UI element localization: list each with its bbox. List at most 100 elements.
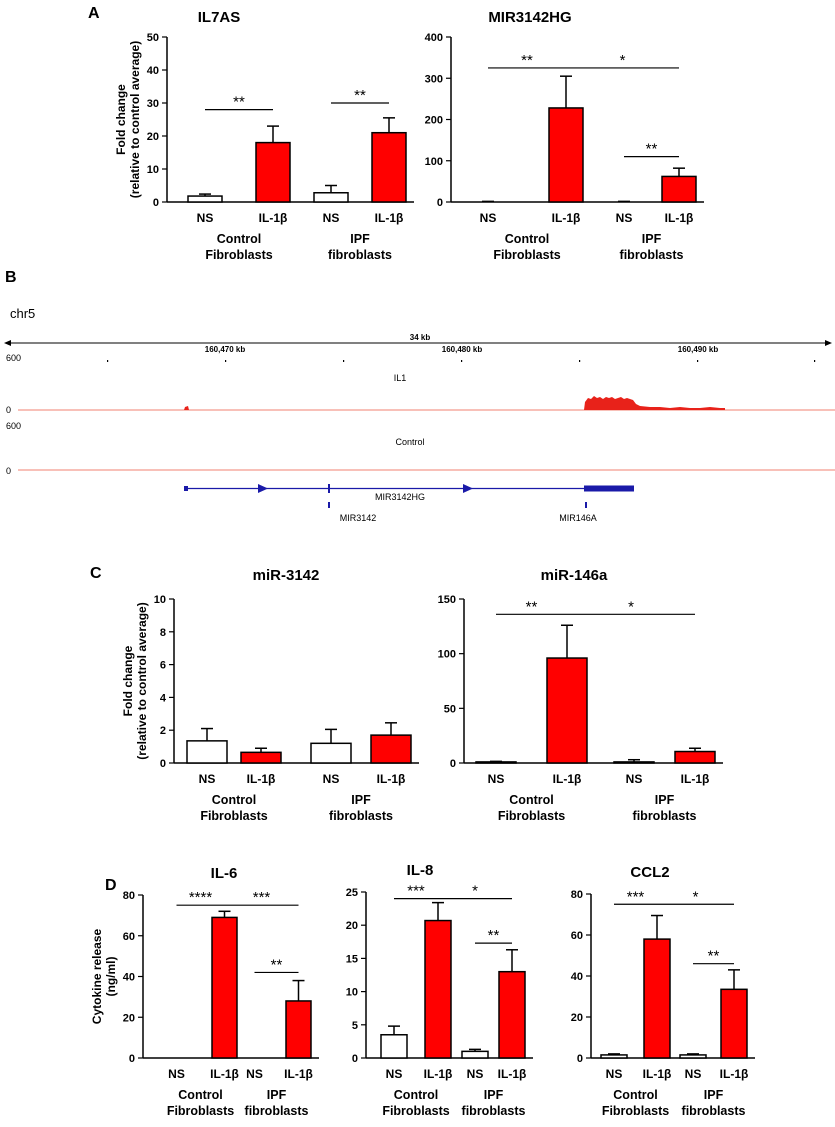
gene-model-mir146a — [585, 502, 587, 508]
x-category-label: NS — [386, 1067, 403, 1081]
bar-ns — [313, 192, 349, 203]
significance-label: *** — [407, 883, 425, 900]
group-label: Control Fibroblasts — [205, 232, 272, 262]
significance-label: ** — [526, 598, 538, 615]
y-tick-label: 40 — [571, 971, 583, 983]
chart-il8: IL-8 0 5 10 15 20 25 NS IL-1β NS IL-1β Control Fibro… — [346, 862, 533, 1118]
y-axis-label: Fold change(relative to control average) — [121, 602, 149, 759]
bar-il1b — [370, 734, 412, 764]
x-category-label: IL-1β — [720, 1067, 749, 1081]
y-tick-label: 10 — [154, 594, 166, 606]
y-tick-label: 40 — [147, 65, 159, 77]
y-tick-label: 20 — [123, 1012, 135, 1024]
y-tick-label: 40 — [123, 972, 135, 984]
y-tick-label: 0 — [160, 758, 166, 770]
x-category-label: NS — [467, 1067, 484, 1081]
chart-mir3142hg: MIR3142HG 0 100 200 300 400 NS IL-1β NS IL-1β Cont… — [425, 9, 704, 262]
bar-ns — [600, 1054, 628, 1059]
span-ruler — [4, 340, 832, 346]
chart-title: miR-146a — [541, 567, 608, 584]
y-tick-label: 100 — [438, 649, 456, 661]
group-label: IPF fibroblasts — [682, 1088, 746, 1118]
x-category-label: IL-1β — [424, 1067, 453, 1081]
bar-ns — [187, 195, 223, 203]
track-scale-max: 600 — [6, 353, 21, 363]
x-category-label: IL-1β — [375, 211, 404, 225]
bar-il1b — [424, 919, 452, 1059]
significance-label: * — [620, 52, 626, 69]
y-tick-label: 80 — [123, 890, 135, 902]
y-tick-label: 4 — [160, 692, 167, 704]
x-category-label: IL-1β — [284, 1067, 313, 1081]
chart-il7as: IL7AS 0 10 20 30 40 50 Fold change(relative to … — [114, 9, 414, 262]
chart-il6: IL-6 0 20 40 60 80 Cytokine release(ng/ml) NS IL… — [90, 865, 319, 1118]
coord-ticks — [107, 360, 816, 362]
x-category-label: NS — [616, 211, 633, 225]
x-category-label: NS — [488, 772, 505, 786]
x-category-label: NS — [168, 1067, 185, 1081]
y-axis-label: Cytokine release(ng/ml) — [90, 928, 118, 1024]
group-label: IPF fibroblasts — [329, 793, 393, 823]
group-label: IPF fibroblasts — [620, 232, 684, 262]
significance-label: ** — [488, 927, 500, 944]
x-category-label: NS — [199, 772, 216, 786]
x-category-label: NS — [323, 772, 340, 786]
bar-il1b — [240, 751, 282, 764]
y-tick-label: 25 — [346, 887, 358, 899]
significance-label: *** — [627, 888, 645, 905]
chart-mir146a: miR-146a 0 50 100 150 NS IL-1β NS IL-1β Control Fi… — [438, 567, 723, 823]
span-label: 34 kb — [410, 333, 431, 342]
y-tick-label: 50 — [147, 32, 159, 44]
chrom-label: chr5 — [10, 306, 35, 321]
significance-label: * — [693, 888, 699, 905]
y-axis-label: Fold change(relative to control average) — [114, 41, 142, 198]
chart-title: IL-6 — [211, 865, 238, 882]
x-category-label: IL-1β — [377, 772, 406, 786]
bar-il1b — [661, 175, 697, 203]
group-label: IPF fibroblasts — [462, 1088, 526, 1118]
x-category-label: IL-1β — [498, 1067, 527, 1081]
y-tick-label: 10 — [346, 987, 358, 999]
y-tick-label: 0 — [352, 1053, 358, 1065]
chart-ccl2: CCL2 0 20 40 60 80 NS IL-1β NS IL-1β Control Fibrob… — [571, 864, 755, 1118]
x-category-label: NS — [480, 211, 497, 225]
bar-ns — [679, 1054, 707, 1059]
significance-label: **** — [189, 889, 213, 906]
coverage-peak — [584, 396, 725, 410]
y-tick-label: 15 — [346, 953, 358, 965]
x-category-label: NS — [197, 211, 214, 225]
x-category-label: NS — [606, 1067, 623, 1081]
track-scale-min: 0 — [6, 466, 11, 476]
y-tick-label: 30 — [147, 98, 159, 110]
chart-title: MIR3142HG — [488, 9, 571, 26]
significance-label: * — [628, 598, 634, 615]
bar-ns — [186, 740, 228, 764]
y-tick-label: 400 — [425, 32, 443, 44]
bar-ns — [613, 761, 655, 764]
y-tick-label: 10 — [147, 164, 159, 176]
gene-label-mir3142: MIR3142 — [340, 513, 377, 523]
bar-ns — [310, 742, 352, 764]
y-tick-label: 60 — [571, 930, 583, 942]
bar-il1b — [643, 938, 671, 1059]
coord-tick-label: 160,490 kb — [678, 345, 719, 354]
panel-label-b: B — [5, 269, 17, 286]
chart-mir3142: miR-3142 0 2 4 6 8 10 Fold change(relative to c… — [121, 567, 419, 823]
y-tick-label: 5 — [352, 1020, 358, 1032]
y-tick-label: 0 — [129, 1053, 135, 1065]
track-name-control: Control — [395, 437, 424, 447]
y-tick-label: 300 — [425, 73, 443, 85]
bar-il1b — [548, 107, 584, 203]
significance-label: ** — [646, 141, 658, 158]
chart-title: miR-3142 — [253, 567, 320, 584]
chart-title: IL7AS — [198, 9, 241, 26]
x-category-label: IL-1β — [259, 211, 288, 225]
coord-tick-label: 160,480 kb — [442, 345, 483, 354]
gene-label-mir146a: MIR146A — [559, 513, 597, 523]
x-category-label: NS — [246, 1067, 263, 1081]
track-scale-max: 600 — [6, 421, 21, 431]
bar-il1b — [674, 750, 716, 764]
y-tick-label: 20 — [346, 920, 358, 932]
bar-il1b — [546, 657, 588, 764]
